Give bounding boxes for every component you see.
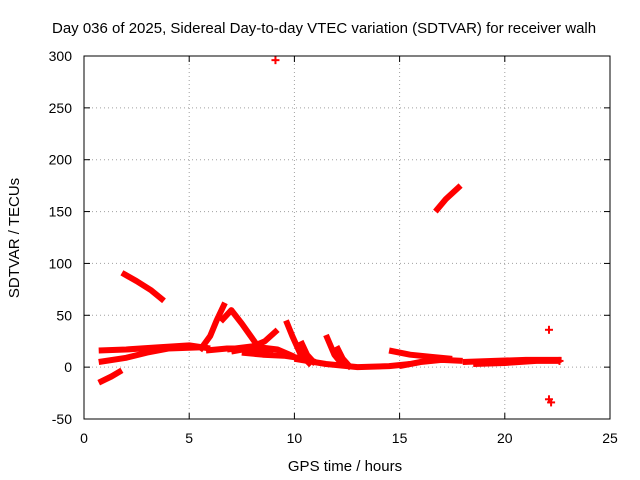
- grid-lines: [84, 56, 610, 419]
- series-line-arc-i: [230, 327, 280, 355]
- data-points: [271, 56, 564, 407]
- data-series: [97, 183, 562, 386]
- y-tick-label: 250: [49, 100, 73, 116]
- plot-frame: [83, 55, 611, 420]
- y-tick-label: -50: [52, 411, 72, 427]
- series-line-arc-r: [433, 183, 463, 214]
- x-tick-label: 10: [287, 430, 303, 446]
- y-tick-label: 300: [49, 48, 73, 64]
- series-line-arc-b: [98, 344, 200, 365]
- series-line-arc-q: [399, 356, 463, 370]
- data-point: [547, 398, 556, 407]
- data-point: [544, 325, 553, 334]
- series-line-arc-o: [333, 345, 354, 371]
- data-point: [555, 356, 564, 365]
- x-tick-label: 5: [185, 430, 193, 446]
- series-line-arc-g: [218, 307, 259, 347]
- series-line-arc-n: [323, 333, 346, 367]
- x-tick-labels: 0 5 10 15 20 25: [80, 430, 618, 446]
- series-line-arc-c: [97, 367, 124, 386]
- series-line-arc-d: [120, 270, 166, 304]
- x-axis-title: GPS time / hours: [288, 458, 402, 475]
- x-tick-label: 25: [602, 430, 618, 446]
- y-tick-label: 100: [49, 255, 73, 271]
- y-tick-label: 0: [64, 359, 72, 375]
- y-tick-label: 200: [49, 152, 73, 168]
- y-axis-title: SDTVAR / TECUs: [6, 178, 23, 298]
- y-tick-label: 150: [49, 204, 73, 220]
- x-tick-label: 20: [497, 430, 513, 446]
- chart-title: Day 036 of 2025, Sidereal Day-to-day VTE…: [52, 20, 596, 37]
- x-tick-label: 15: [392, 430, 408, 446]
- series-line-arc-t: [473, 357, 560, 367]
- series-line-arc-e: [197, 301, 228, 353]
- y-tick-labels: -50 0 50 100 150 200 250 300: [49, 48, 73, 427]
- x-tick-label: 0: [80, 430, 88, 446]
- series-line-arc-m: [293, 355, 411, 371]
- axis-ticks: [83, 55, 611, 420]
- y-tick-label: 50: [56, 307, 72, 323]
- data-point: [271, 56, 280, 65]
